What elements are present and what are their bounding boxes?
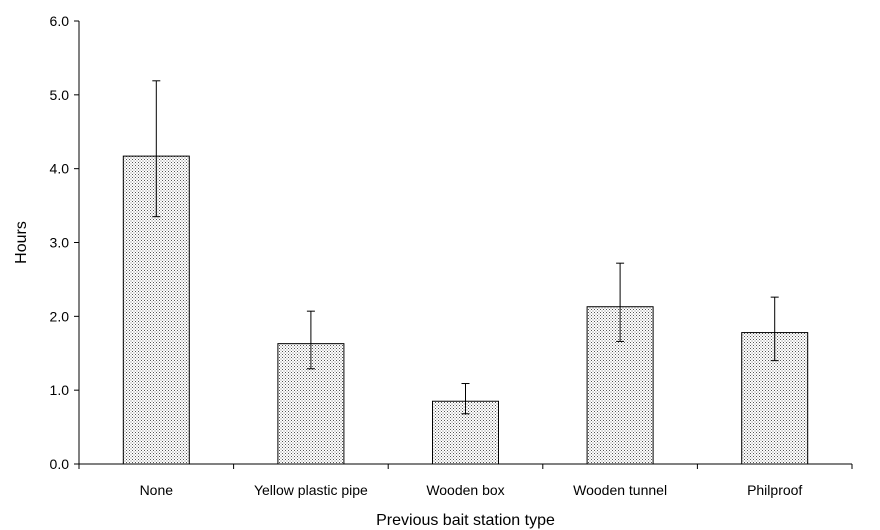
y-tick-label: 2.0 xyxy=(50,308,70,324)
y-tick-label: 1.0 xyxy=(50,382,70,398)
y-tick-label: 4.0 xyxy=(50,161,70,177)
x-tick-label: None xyxy=(140,482,174,498)
y-tick-label: 5.0 xyxy=(50,87,70,103)
plot-area: 0.0 1.0 2.0 3.0 4.0 5.0 6.0 None Yellow plastic … xyxy=(50,13,853,498)
x-tick-label: Wooden tunnel xyxy=(573,482,667,498)
y-axis-title: Hours xyxy=(13,221,30,264)
x-axis-title: Previous bait station type xyxy=(376,512,555,529)
y-tick-label: 3.0 xyxy=(50,235,70,251)
y-tick-label: 0.0 xyxy=(50,456,70,472)
y-tick-label: 6.0 xyxy=(50,13,70,29)
x-tick-label: Yellow plastic pipe xyxy=(254,482,368,498)
x-tick-label: Philproof xyxy=(747,482,802,498)
x-tick-label: Wooden box xyxy=(426,482,504,498)
